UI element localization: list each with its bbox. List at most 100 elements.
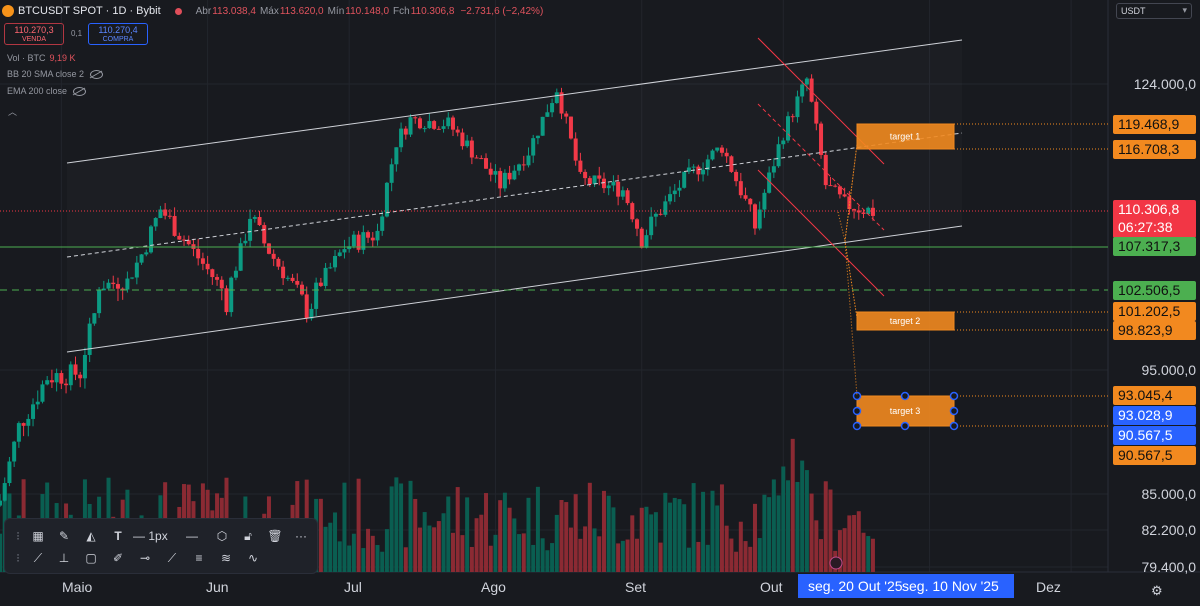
open-value: 113.038,4: [212, 5, 256, 17]
ema-indicator[interactable]: EMA 200 close: [7, 86, 87, 97]
candle-body: [45, 380, 50, 385]
line-width-selector[interactable]: — 1px: [133, 529, 168, 543]
path-icon[interactable]: ≋: [220, 551, 232, 565]
volume-bar: [856, 511, 861, 572]
trash-icon[interactable]: 🗑︎: [267, 529, 283, 543]
price-tag-support-2[interactable]: 102.506,5: [1113, 281, 1196, 300]
fill-icon[interactable]: ◭: [86, 529, 96, 543]
trend-line-icon[interactable]: ⟋: [167, 551, 177, 565]
candle-body: [535, 135, 540, 139]
target-1-box: [856, 123, 955, 150]
candle-body: [163, 209, 168, 216]
volume-bar: [870, 538, 875, 572]
pen-icon[interactable]: ⟋: [33, 551, 43, 565]
sell-button[interactable]: 110.270,3 VENDA: [4, 23, 64, 45]
measure-icon[interactable]: ⊥: [58, 551, 70, 565]
resize-handle: [852, 391, 862, 401]
price-tag-target3-top[interactable]: 93.045,4: [1113, 386, 1196, 405]
candle-body: [248, 218, 253, 241]
price-tick: 79.400,0: [1141, 559, 1197, 575]
drag-handle-icon[interactable]: ⁝: [16, 529, 20, 543]
candle-body: [762, 192, 767, 210]
frame-icon[interactable]: ▢: [85, 551, 97, 565]
resize-handle: [900, 391, 910, 401]
parallel-channel-icon[interactable]: ≡: [195, 551, 203, 565]
settings-icon[interactable]: ⬡: [216, 529, 228, 543]
price-tag-target1-bottom[interactable]: 116.708,3: [1113, 140, 1196, 159]
candle-body: [738, 181, 743, 196]
symbol-title[interactable]: BTCUSDT SPOT · 1D · Bybit: [18, 5, 161, 17]
lock-icon[interactable]: 🔓︎: [244, 529, 252, 543]
candle-body: [502, 172, 507, 189]
candle-body: [719, 147, 724, 153]
text-icon[interactable]: T: [114, 529, 122, 543]
price-tag-target2-top[interactable]: 101.202,5: [1113, 302, 1196, 321]
volume-bar: [318, 498, 323, 572]
volume-bar: [752, 503, 757, 572]
candle-body: [724, 152, 729, 157]
sell-label: VENDA: [21, 36, 47, 43]
candle-body: [87, 323, 92, 355]
chevron-up-icon[interactable]: ︿: [8, 107, 18, 117]
currency-select[interactable]: USDT: [1116, 3, 1192, 19]
settings-icon[interactable]: ⚙: [1151, 583, 1163, 598]
candle-body: [715, 147, 720, 151]
volume-bar: [790, 438, 795, 572]
volume-bar: [649, 514, 654, 572]
drag-handle-icon[interactable]: ⁝: [16, 551, 20, 565]
brush-icon[interactable]: ✐: [112, 551, 124, 565]
range-start-label: seg. 20 Out '25: [808, 578, 903, 594]
candle-body: [413, 117, 418, 119]
volume-bar: [724, 525, 729, 572]
volume-bar: [672, 497, 677, 572]
price-tag-selection-bottom[interactable]: 90.567,5: [1113, 426, 1196, 445]
candle-body: [517, 164, 522, 171]
price-tag-support[interactable]: 107.317,3: [1113, 237, 1196, 256]
candle-body: [545, 112, 550, 117]
candle-body: [35, 401, 40, 405]
candle-body: [12, 441, 17, 462]
wave-icon[interactable]: ∿: [247, 551, 259, 565]
volume-bar: [479, 514, 484, 572]
price-tag-selection-top[interactable]: 93.028,9: [1113, 406, 1196, 425]
more-icon[interactable]: ···: [295, 529, 307, 543]
candle-body: [842, 194, 847, 197]
volume-bar: [417, 527, 422, 572]
candle-body: [819, 123, 824, 155]
ema-label: EMA 200 close: [7, 86, 68, 96]
price-tag-target1-top[interactable]: 119.468,9: [1113, 115, 1196, 134]
candle-body: [677, 187, 682, 191]
candle-body: [446, 117, 451, 127]
line-style-icon[interactable]: —: [186, 529, 198, 543]
time-range-selection[interactable]: seg. 20 Out '25 seg. 10 Nov '25: [798, 574, 1014, 598]
resize-handle: [852, 421, 862, 431]
candle-body: [564, 113, 569, 117]
volume-indicator[interactable]: Vol · BTC 9,19 K: [7, 53, 76, 63]
volume-bar: [757, 538, 762, 572]
price-tag-target3-bottom[interactable]: 90.567,5: [1113, 446, 1196, 465]
volume-bar: [517, 534, 522, 572]
low-label: Mín: [327, 5, 345, 17]
price-tag-target2-bottom[interactable]: 98.823,9: [1113, 321, 1196, 340]
price-tag-last[interactable]: 110.306,8 06:27:38: [1113, 200, 1196, 238]
market-status-dot: [174, 7, 182, 15]
candle-body: [828, 185, 833, 187]
candle-body: [262, 225, 267, 244]
volume-bar: [403, 547, 408, 572]
grid-icon[interactable]: ▦: [32, 529, 44, 543]
horizontal-line-icon[interactable]: ⊸: [139, 551, 151, 565]
candle-body: [521, 164, 526, 166]
candle-body: [682, 171, 687, 188]
eye-hidden-icon[interactable]: [73, 87, 87, 97]
volume-bar: [361, 548, 366, 572]
candle-body: [573, 138, 578, 161]
volume-bar: [696, 541, 701, 572]
candle-body: [493, 171, 498, 175]
volume-bar: [719, 484, 724, 572]
eye-hidden-icon[interactable]: [90, 70, 104, 80]
pencil-icon[interactable]: ✎: [58, 529, 70, 543]
bb-indicator[interactable]: BB 20 SMA close 2: [7, 69, 104, 80]
candle-body: [2, 483, 7, 501]
buy-button[interactable]: 110.270,4 COMPRA: [88, 23, 148, 45]
